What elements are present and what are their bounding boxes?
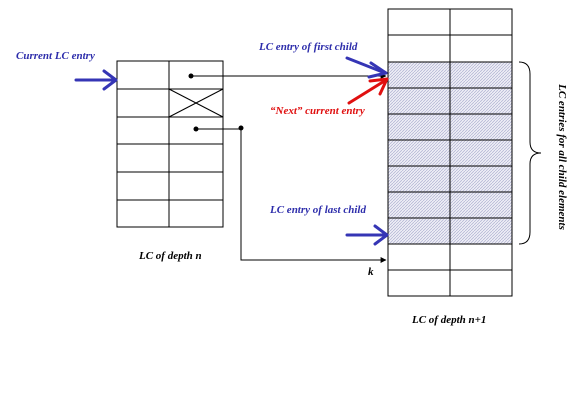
- lc-table-depth-n: [116, 60, 224, 228]
- pointer-first-child: [188, 73, 387, 79]
- current-lc-entry-label: Current LC entry: [16, 50, 95, 62]
- lc-depth-n-label: LC of depth n: [138, 250, 202, 262]
- pointer-to-k: [193, 125, 387, 263]
- k-label: k: [368, 266, 374, 278]
- current-entry-arrow-icon: [74, 69, 118, 91]
- lc-table-depth-n1: [387, 8, 513, 297]
- last-child-label: LC entry of last child: [269, 204, 366, 216]
- first-child-arrow-icon: [345, 56, 388, 79]
- child-entries-label: LC entries for all child elements: [556, 83, 568, 230]
- next-current-entry-label: “Next” current entry: [270, 105, 365, 117]
- lc-depth-n1-label: LC of depth n+1: [411, 314, 486, 326]
- child-entries-brace: [518, 61, 542, 245]
- last-child-arrow-icon: [345, 224, 389, 246]
- next-entry-arrow-icon: [347, 77, 389, 105]
- first-child-label: LC entry of first child: [258, 41, 358, 53]
